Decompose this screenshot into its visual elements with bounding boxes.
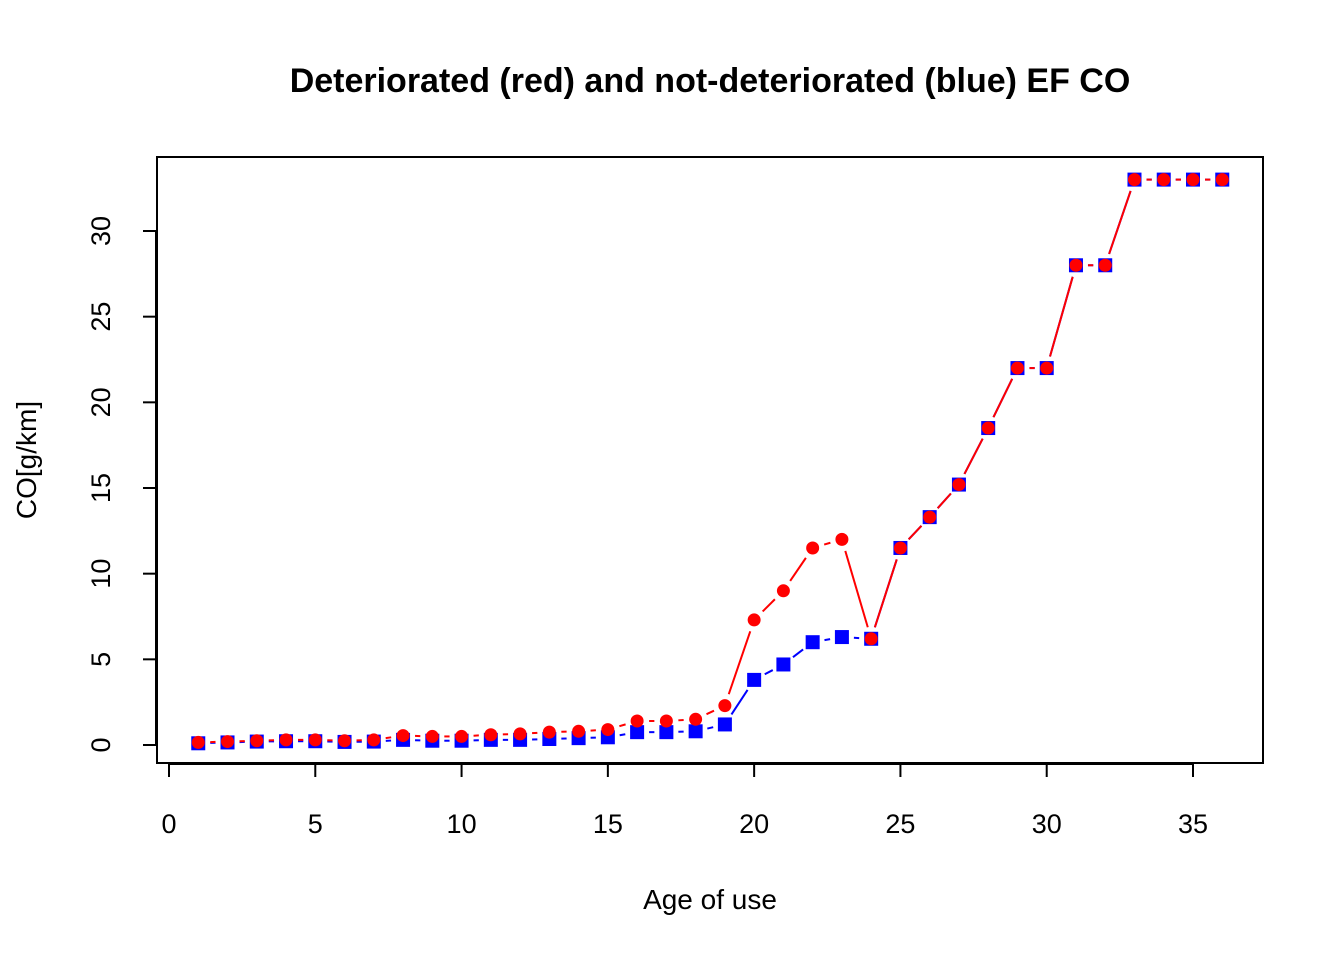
x-tick-label: 20 (739, 809, 769, 839)
series-2-point (513, 727, 527, 741)
series-2-point (396, 729, 410, 743)
series-2-point (250, 734, 264, 748)
series-2-segment (992, 378, 1014, 418)
chart-title: Deteriorated (red) and not-deteriorated … (290, 62, 1131, 100)
series-1-point (630, 725, 645, 740)
series-2-segment (385, 736, 392, 740)
series-2-point (1157, 173, 1171, 187)
x-axis-label: Age of use (643, 884, 777, 915)
series-2-segment (727, 630, 752, 695)
series-1-segment (730, 689, 749, 715)
y-tick-label: 25 (86, 302, 116, 332)
series-1-point (776, 657, 791, 672)
x-tick-label: 0 (161, 809, 176, 839)
series-1-segment (764, 669, 774, 676)
series-1-segment (707, 726, 714, 730)
y-axis: 0 5 10 15 20 25 30 (86, 216, 157, 753)
series-2-point (630, 714, 644, 728)
series-2-segment (706, 709, 715, 716)
series-2-point (338, 734, 352, 748)
y-axis-label: CO[g/km] (11, 401, 42, 519)
series-2-point (191, 735, 205, 749)
series-2-point (1069, 258, 1083, 272)
series-1-point (805, 635, 820, 650)
x-tick-label: 35 (1178, 809, 1208, 839)
series-2-segment (761, 598, 776, 613)
y-tick-label: 15 (86, 473, 116, 503)
series-2-segment (1108, 190, 1132, 255)
series-1-point (659, 725, 674, 740)
series-2-point (1186, 173, 1200, 187)
series-1-segment (792, 648, 804, 659)
series-2-segment (963, 438, 984, 475)
series-2-segment (619, 723, 626, 728)
series-2-point (981, 421, 995, 435)
series-2-segment (789, 557, 807, 582)
y-tick-label: 5 (86, 652, 116, 667)
series-2-point (601, 723, 615, 737)
x-tick-label: 25 (885, 809, 915, 839)
series-2-segment (1049, 276, 1074, 357)
y-tick-label: 0 (86, 737, 116, 752)
series-2-point (455, 729, 469, 743)
series-2-point (1215, 173, 1229, 187)
series-2-segment (844, 550, 869, 628)
series-1-point (747, 672, 762, 687)
series-2-point (806, 541, 820, 555)
series-2-point (747, 613, 761, 627)
series-points (191, 172, 1230, 751)
series-2-point (1127, 173, 1141, 187)
series-2-point (1098, 258, 1112, 272)
series-2-point (279, 733, 293, 747)
y-tick-label: 10 (86, 559, 116, 589)
series-1-segment (824, 638, 831, 642)
series-2-point (542, 725, 556, 739)
series-2-point (923, 510, 937, 524)
series-2-point (367, 733, 381, 747)
y-tick-label: 20 (86, 387, 116, 417)
x-tick-label: 15 (593, 809, 623, 839)
series-1-point (834, 630, 849, 645)
series-2-point (221, 735, 235, 749)
x-tick-label: 30 (1032, 809, 1062, 839)
x-axis: 0 5 10 15 20 25 30 35 (161, 763, 1208, 839)
series-2-segment (907, 525, 923, 540)
series-2-point (572, 724, 586, 738)
series-2-point (718, 699, 732, 713)
series-2-point (659, 714, 673, 728)
series-lines (210, 178, 1211, 744)
series-1-point (717, 717, 732, 732)
series-2-point (308, 733, 322, 747)
series-2-point (864, 632, 878, 646)
series-2-segment (873, 559, 898, 628)
series-2-point (1010, 361, 1024, 375)
series-2-point (835, 532, 849, 546)
series-2-segment (936, 492, 952, 509)
series-2-point (952, 478, 966, 492)
plot-frame (156, 156, 1264, 764)
x-tick-label: 5 (308, 809, 323, 839)
series-2-point (689, 712, 703, 726)
series-1-segment (619, 733, 626, 737)
y-tick-label: 30 (86, 216, 116, 246)
series-2-point (425, 729, 439, 743)
series-1-point (688, 724, 703, 739)
series-2-segment (823, 541, 831, 546)
series-2-point (776, 584, 790, 598)
series-2-point (1040, 361, 1054, 375)
series-2-point (484, 728, 498, 742)
series-2-point (893, 541, 907, 555)
x-tick-label: 10 (447, 809, 477, 839)
